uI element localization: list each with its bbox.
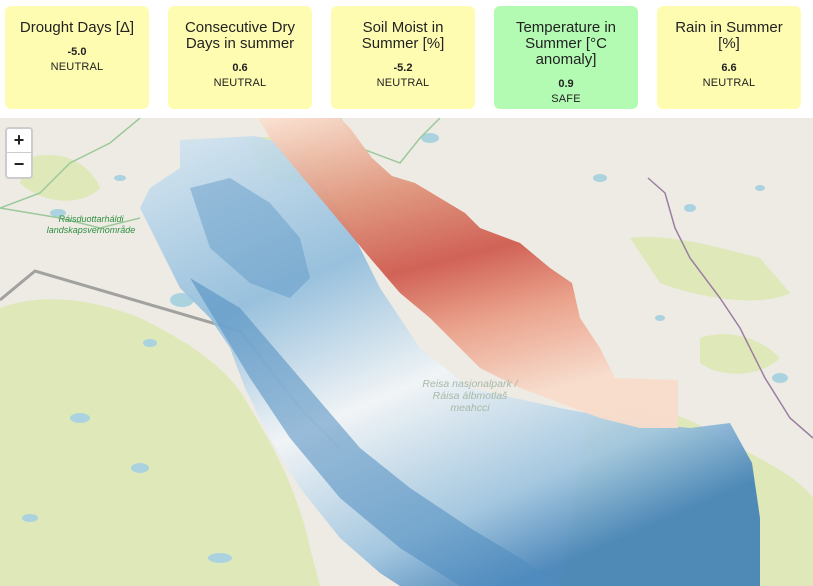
card-value: 0.6 — [232, 62, 248, 74]
water-bodies — [22, 133, 788, 563]
admin-boundary — [647, 177, 813, 439]
card-title: Temperature in Summer [°C anomaly] — [515, 19, 617, 68]
card-status: NEUTRAL — [50, 61, 104, 73]
card-title: Consecutive Dry Days in summer — [184, 19, 296, 52]
drought-days-card: Drought Days [Δ] -5.0 NEUTRAL — [5, 6, 149, 109]
card-status: NEUTRAL — [376, 77, 430, 89]
card-status: NEUTRAL — [213, 77, 267, 89]
soil-moist-card: Soil Moist in Summer [%] -5.2 NEUTRAL — [331, 6, 475, 109]
card-title: Soil Moist in Summer [%] — [361, 19, 445, 52]
card-value: -5.2 — [393, 62, 413, 74]
temperature-card: Temperature in Summer [°C anomaly] 0.9 S… — [494, 6, 638, 109]
rain-in-summer-card: Rain in Summer [%] 6.6 NEUTRAL — [657, 6, 801, 109]
card-value: -5.0 — [67, 46, 87, 58]
map-view[interactable]: Ráisduottarháldi landskapsvernområde Rei… — [0, 118, 813, 586]
consecutive-dry-days-card: Consecutive Dry Days in summer 0.6 NEUTR… — [168, 6, 312, 109]
park-label-line2: Ráisa álbmotlaš — [432, 390, 508, 402]
zoom-control: + − — [5, 127, 33, 179]
card-value: 0.9 — [558, 78, 574, 90]
card-status: NEUTRAL — [702, 77, 756, 89]
cold-core — [190, 278, 560, 586]
zoom-out-button[interactable]: − — [7, 152, 31, 176]
map-canvas — [0, 118, 813, 586]
zoom-in-button[interactable]: + — [13, 130, 25, 150]
card-value: 6.6 — [721, 62, 737, 74]
warm-anomaly-overlay — [258, 118, 678, 428]
map-label-area: Ráisduottarháldi landskapsvernområde — [36, 214, 146, 236]
park-label-line1: Reisa nasjonalpark / — [422, 378, 518, 390]
indicator-cards: Drought Days [Δ] -5.0 NEUTRAL Consecutiv… — [0, 0, 813, 118]
park-label-line3: meahcci — [450, 402, 490, 414]
card-title: Drought Days [Δ] — [19, 19, 135, 36]
area-label-line2: landskapsvernområde — [46, 225, 136, 235]
cold-anomaly-overlay — [140, 136, 760, 586]
map-label-park: Reisa nasjonalpark / Ráisa álbmotlaš mea… — [410, 378, 530, 414]
card-title: Rain in Summer [%] — [675, 19, 783, 52]
area-label-line1: Ráisduottarháldi — [58, 214, 124, 224]
cold-core-2 — [190, 178, 310, 298]
card-status: SAFE — [551, 93, 581, 105]
